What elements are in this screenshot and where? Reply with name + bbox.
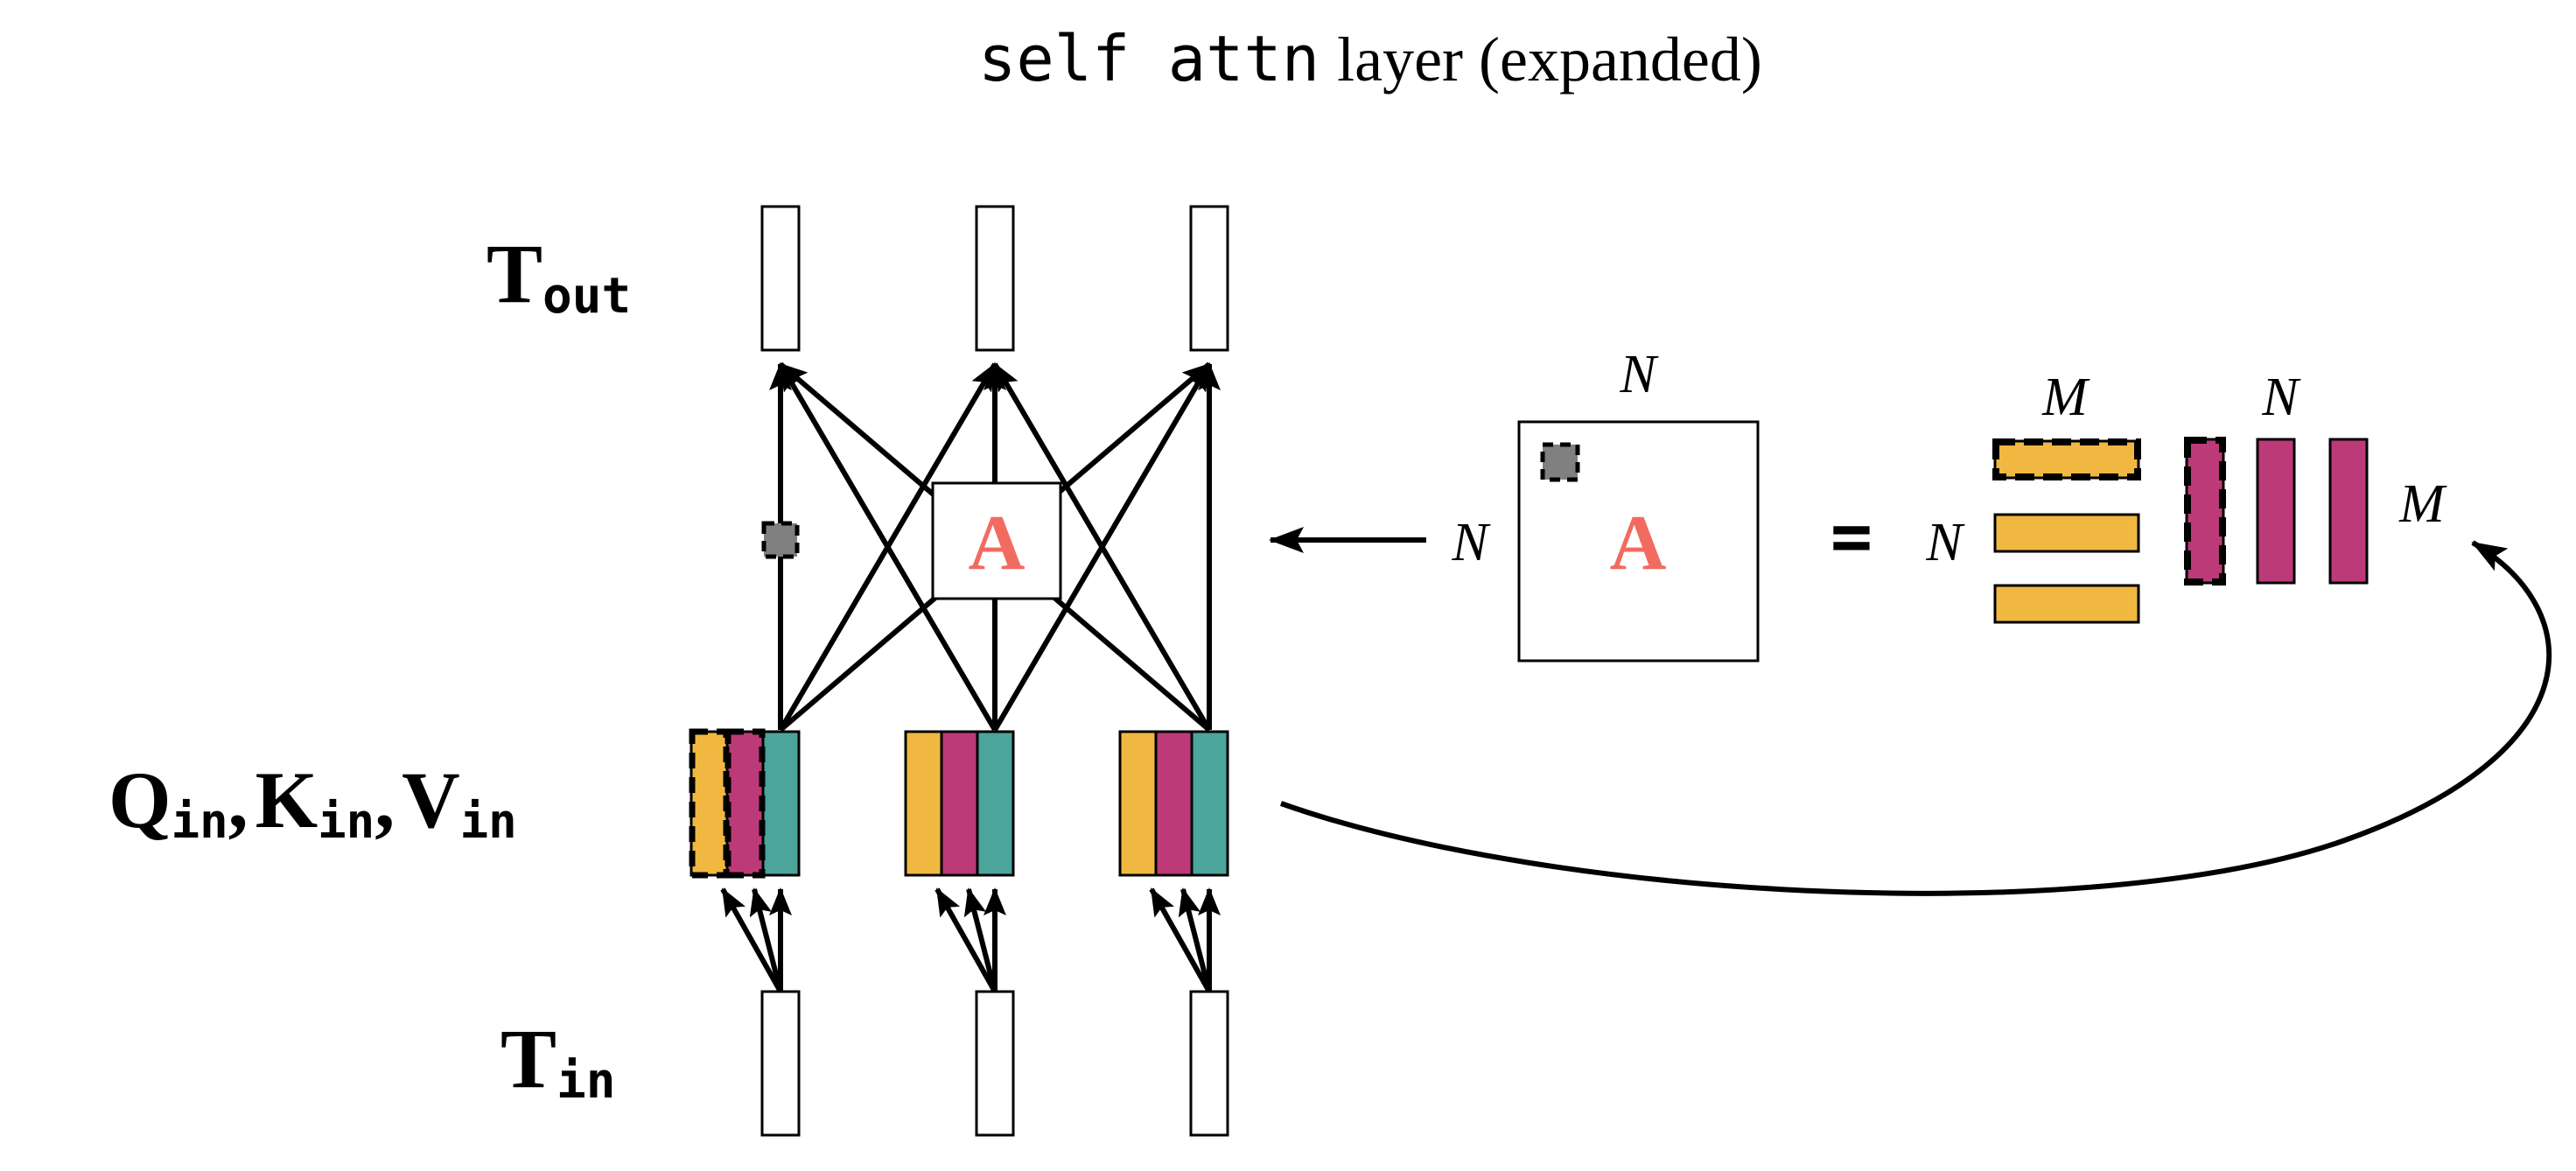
input-token-2 [975, 990, 1015, 1137]
key-vector-2 [940, 730, 979, 877]
label-v: V [402, 755, 459, 845]
label-k: K [256, 755, 318, 845]
query-dim-left: N [1925, 513, 1965, 572]
query-row-3 [1993, 584, 2140, 624]
attention-box [931, 481, 1062, 600]
key-column-1 [2185, 438, 2225, 585]
projection-arrows [720, 887, 1221, 993]
qkv-group-3 [1118, 730, 1229, 877]
attention-matrix-label: A [1610, 500, 1667, 586]
output-tokens [760, 205, 1229, 352]
label-t-in: Tin [500, 1012, 615, 1110]
input-tokens [760, 990, 1229, 1137]
diagram-title: self attn layer (expanded) [978, 22, 1762, 95]
output-token-2 [975, 205, 1015, 352]
qkv-highlight [689, 728, 766, 879]
key-column-highlight [2184, 437, 2226, 586]
title-code: self attn [978, 22, 1320, 95]
key-dim-top: N [2261, 368, 2301, 427]
query-vector-3 [1118, 730, 1158, 877]
input-token-3 [1189, 990, 1229, 1137]
key-matrix [2185, 438, 2369, 585]
qkv-group-2 [904, 730, 1015, 877]
attention-entry-marker [761, 521, 800, 559]
title-text: layer (expanded) [1337, 25, 1762, 95]
equals-sign: = [1830, 495, 1872, 577]
output-token-3 [1189, 205, 1229, 352]
query-row-2 [1993, 513, 2140, 553]
query-row-1 [1993, 439, 2140, 480]
attention-box-label: A [969, 500, 1026, 586]
label-t-out: Tout [486, 227, 631, 325]
query-dim-top: M [2041, 368, 2090, 427]
key-dim-right: M [2398, 474, 2447, 534]
key-column-3 [2328, 438, 2369, 585]
value-vector-1 [761, 730, 801, 877]
value-vector-2 [976, 730, 1015, 877]
query-vector-2 [904, 730, 943, 877]
output-token-1 [760, 205, 801, 352]
query-matrix [1993, 439, 2140, 624]
key-vector-1 [725, 730, 765, 877]
qkv-group-1 [690, 730, 801, 877]
query-row-highlight [1992, 438, 2141, 480]
key-vector-3 [1154, 730, 1194, 877]
query-vector-1 [690, 730, 729, 877]
matrix-dim-top: N [1619, 345, 1659, 404]
value-vector-3 [1190, 730, 1229, 877]
matrix-dim-left: N [1451, 513, 1491, 572]
input-token-1 [760, 990, 801, 1137]
qkv-to-matrices-arrow [1279, 540, 2552, 896]
key-column-2 [2256, 438, 2296, 585]
matrix-entry-marker [1540, 442, 1580, 482]
label-q: Q [108, 755, 172, 845]
label-qkv: Qin,Kin,Vin [108, 755, 517, 849]
